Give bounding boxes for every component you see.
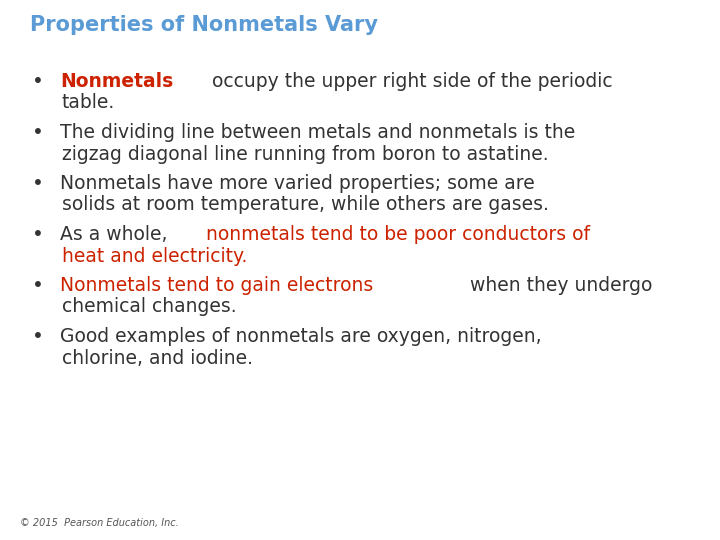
Text: •: • <box>32 123 44 142</box>
Text: •: • <box>32 276 44 295</box>
Text: Properties of Nonmetals Vary: Properties of Nonmetals Vary <box>30 15 378 35</box>
Text: •: • <box>32 327 44 346</box>
Text: •: • <box>32 225 44 244</box>
Text: •: • <box>32 72 44 91</box>
Text: when they undergo: when they undergo <box>464 276 652 295</box>
Text: © 2015  Pearson Education, Inc.: © 2015 Pearson Education, Inc. <box>20 518 179 528</box>
Text: Nonmetals tend to gain electrons: Nonmetals tend to gain electrons <box>60 276 373 295</box>
Text: •: • <box>32 174 44 193</box>
Text: table.: table. <box>62 93 115 112</box>
Text: chemical changes.: chemical changes. <box>62 298 237 316</box>
Text: Good examples of nonmetals are oxygen, nitrogen,: Good examples of nonmetals are oxygen, n… <box>60 327 541 346</box>
Text: chlorine, and iodine.: chlorine, and iodine. <box>62 348 253 368</box>
Text: zigzag diagonal line running from boron to astatine.: zigzag diagonal line running from boron … <box>62 145 549 164</box>
Text: occupy the upper right side of the periodic: occupy the upper right side of the perio… <box>206 72 613 91</box>
Text: As a whole,: As a whole, <box>60 225 174 244</box>
Text: heat and electricity.: heat and electricity. <box>62 246 248 266</box>
Text: solids at room temperature, while others are gases.: solids at room temperature, while others… <box>62 195 549 214</box>
Text: The dividing line between metals and nonmetals is the: The dividing line between metals and non… <box>60 123 575 142</box>
Text: Nonmetals have more varied properties; some are: Nonmetals have more varied properties; s… <box>60 174 535 193</box>
Text: nonmetals tend to be poor conductors of: nonmetals tend to be poor conductors of <box>207 225 590 244</box>
Text: Nonmetals: Nonmetals <box>60 72 174 91</box>
